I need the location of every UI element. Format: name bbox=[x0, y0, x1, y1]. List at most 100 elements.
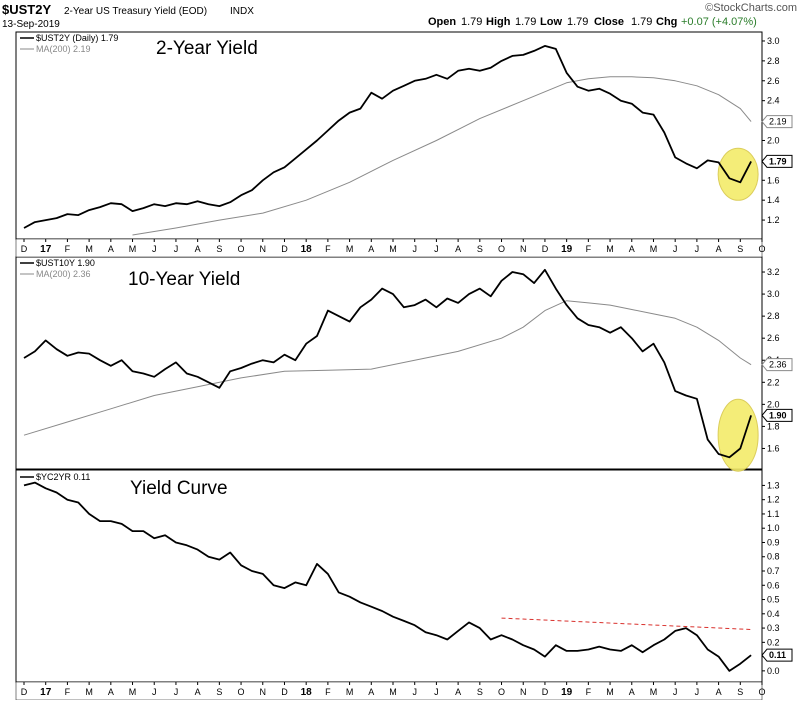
x-tick-label: N bbox=[260, 244, 267, 254]
x-tick-label: O bbox=[498, 687, 505, 697]
brand-watermark: ©StockCharts.com bbox=[705, 2, 797, 14]
y-tick-label: 0.5 bbox=[767, 595, 780, 605]
y-tick-label: 1.1 bbox=[767, 509, 780, 519]
y-tick-label: 0.4 bbox=[767, 609, 780, 619]
x-tick-label: F bbox=[586, 687, 592, 697]
y-tick-label: 2.2 bbox=[767, 377, 780, 387]
y-tick-label: 2.8 bbox=[767, 311, 780, 321]
panel-2y-title: 2-Year Yield bbox=[156, 38, 258, 59]
ma-value-tag: 2.19 bbox=[761, 115, 793, 129]
ma-line bbox=[23, 300, 752, 436]
y-tick-label: 2.0 bbox=[767, 399, 780, 409]
x-tick-label: M bbox=[389, 687, 397, 697]
y-tick-label: 0.0 bbox=[767, 666, 780, 676]
chart-marks: 3.0 2.8 2.6 2.4 2.2 2.0 1.8 1.6 1.4 1.2 2.19 1.79 3.… bbox=[21, 36, 793, 698]
symbol-text: $UST2Y bbox=[2, 2, 51, 17]
value-tag-box bbox=[761, 154, 793, 168]
chg-label: Chg bbox=[656, 16, 677, 28]
x-tick-label: J bbox=[434, 687, 439, 697]
ma-line bbox=[132, 76, 752, 236]
x-tick-label: J bbox=[673, 244, 678, 254]
value-tag-label: 2.36 bbox=[769, 360, 787, 370]
y-tick-label: 0.3 bbox=[767, 623, 780, 633]
value-tag-label: 1.79 bbox=[769, 156, 787, 166]
price-value-tag: 1.79 bbox=[761, 154, 793, 168]
x-tick-label: S bbox=[477, 687, 483, 697]
description-text: 2-Year US Treasury Yield (EOD) bbox=[64, 6, 207, 17]
x-tick-label: J bbox=[174, 244, 179, 254]
x-tick-label: F bbox=[586, 244, 592, 254]
price-line bbox=[23, 481, 752, 672]
y-tick-label: 1.6 bbox=[767, 443, 780, 453]
legend-ma: MA(200) 2.36 bbox=[36, 269, 91, 279]
low-value: 1.79 bbox=[567, 16, 588, 28]
price-line bbox=[23, 45, 752, 229]
y-tick-label: 0.9 bbox=[767, 537, 780, 547]
x-tick-label: O bbox=[758, 244, 765, 254]
x-tick-label: N bbox=[520, 244, 527, 254]
y-tick-label: 3.0 bbox=[767, 36, 780, 46]
x-tick-label: J bbox=[695, 687, 700, 697]
y-tick-label: 1.6 bbox=[767, 175, 780, 185]
value-tag-label: 0.11 bbox=[769, 650, 786, 660]
x-tick-label: J bbox=[152, 244, 157, 254]
close-label: Close bbox=[594, 16, 624, 28]
legend-price: $UST10Y 1.90 bbox=[36, 258, 95, 268]
x-tick-label: S bbox=[737, 687, 743, 697]
y-tick-label: 1.2 bbox=[767, 215, 780, 225]
x-tick-label: A bbox=[195, 687, 201, 697]
x-tick-label: D bbox=[281, 244, 288, 254]
x-tick-label: J bbox=[412, 244, 417, 254]
high-label: High bbox=[486, 16, 511, 28]
x-tick-label: O bbox=[238, 244, 245, 254]
x-tick-label: O bbox=[758, 687, 765, 697]
x-tick-label: M bbox=[129, 244, 137, 254]
y-tick-label: 0.6 bbox=[767, 580, 780, 590]
x-tick-label: O bbox=[498, 244, 505, 254]
x-tick-label: M bbox=[85, 687, 93, 697]
price-value-tag: 0.11 bbox=[761, 648, 793, 662]
x-tick-label: J bbox=[152, 687, 157, 697]
legend-price: $UST2Y (Daily) 1.79 bbox=[36, 33, 118, 43]
exchange-text: INDX bbox=[230, 6, 254, 17]
x-tick-label: M bbox=[606, 687, 614, 697]
y-tick-label: 2.6 bbox=[767, 333, 780, 343]
x-tick-label: F bbox=[65, 244, 71, 254]
y-tick-label: 3.2 bbox=[767, 267, 780, 277]
x-tick-label: F bbox=[65, 687, 71, 697]
x-tick-label: 19 bbox=[561, 244, 573, 255]
x-axis-band-top bbox=[15, 238, 763, 258]
open-label: Open bbox=[428, 16, 456, 28]
chg-value: +0.07 (+4.07%) bbox=[681, 16, 757, 28]
x-tick-label: D bbox=[281, 687, 288, 697]
low-label: Low bbox=[540, 16, 562, 28]
y-tick-label: 2.8 bbox=[767, 56, 780, 66]
y-tick-label: 1.4 bbox=[767, 195, 780, 205]
x-tick-label: J bbox=[412, 687, 417, 697]
y-tick-label: 2.0 bbox=[767, 135, 780, 145]
y-tick-label: 0.7 bbox=[767, 566, 780, 576]
x-tick-label: F bbox=[325, 244, 331, 254]
x-tick-label: 18 bbox=[301, 244, 313, 255]
panel-yield-curve: Yield Curve $YC2YR 0.11 bbox=[15, 469, 763, 683]
y-tick-label: 0.2 bbox=[767, 637, 780, 647]
value-tag-label: 2.19 bbox=[769, 117, 787, 127]
legend-ma: MA(200) 2.19 bbox=[36, 44, 91, 54]
x-tick-label: 17 bbox=[40, 687, 52, 698]
x-tick-label: A bbox=[108, 687, 114, 697]
x-tick-label: J bbox=[174, 687, 179, 697]
y-tick-label: 2.6 bbox=[767, 76, 780, 86]
y-tick-label: 1.0 bbox=[767, 523, 780, 533]
x-tick-label: S bbox=[216, 687, 222, 697]
y-tick-label: 1.3 bbox=[767, 480, 780, 490]
date-text: 13-Sep-2019 bbox=[2, 19, 60, 30]
y-tick-label: 1.8 bbox=[767, 421, 780, 431]
x-tick-label: M bbox=[650, 687, 658, 697]
x-tick-label: A bbox=[368, 687, 374, 697]
x-tick-label: F bbox=[325, 687, 331, 697]
x-tick-label: D bbox=[542, 244, 549, 254]
panel-curve-frame bbox=[15, 469, 763, 683]
x-tick-label: A bbox=[716, 687, 722, 697]
x-tick-label: A bbox=[195, 244, 201, 254]
